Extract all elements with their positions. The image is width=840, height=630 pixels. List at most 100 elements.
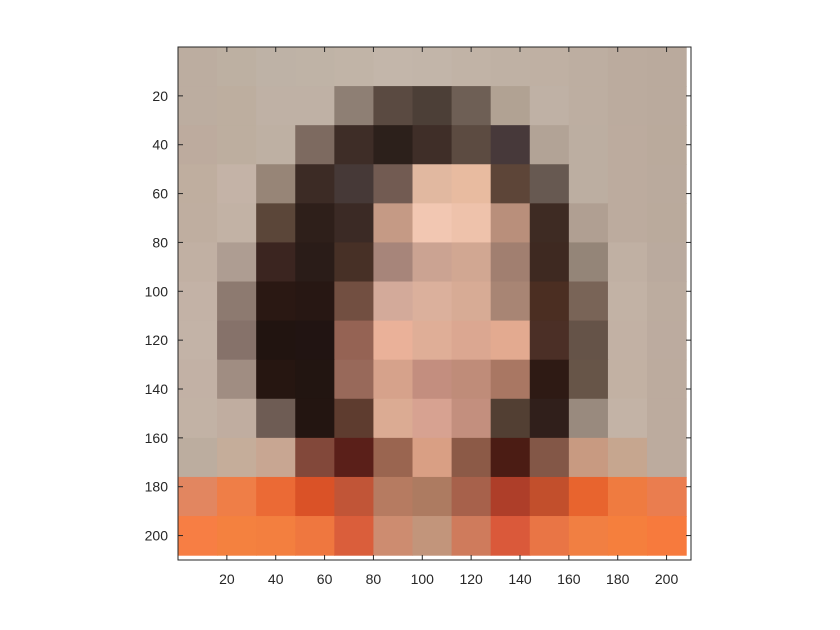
image-pixel <box>334 242 375 283</box>
x-tick-label: 20 <box>219 571 235 587</box>
image-pixel <box>529 476 570 517</box>
image-pixel <box>412 125 453 165</box>
y-tick-label: 80 <box>152 234 168 250</box>
image-pixel <box>451 164 492 204</box>
image-pixel <box>217 164 257 204</box>
image-pixel <box>568 47 609 87</box>
image-pixel <box>568 398 609 439</box>
image-pixel <box>334 359 375 400</box>
image-pixel <box>178 359 218 400</box>
image-pixel <box>568 320 609 361</box>
y-tick-label: 200 <box>145 528 169 544</box>
image-pixel <box>178 398 218 439</box>
image-pixel <box>334 164 375 204</box>
image-pixel <box>568 516 609 556</box>
image-pixel <box>529 281 570 322</box>
image-pixel <box>295 86 335 126</box>
image-pixel <box>217 476 257 517</box>
y-tick-label: 100 <box>145 283 169 299</box>
image-pixel <box>647 437 687 478</box>
x-tick-label: 120 <box>459 571 483 587</box>
image-pixel <box>568 86 609 126</box>
image-pixel <box>178 47 218 87</box>
image-pixel <box>607 47 648 87</box>
image-pixel <box>295 516 335 556</box>
image-pixel <box>647 516 687 556</box>
image-pixel <box>256 164 296 204</box>
image-pixel <box>373 125 414 165</box>
image-pixel <box>529 86 570 126</box>
image-pixel <box>607 398 648 439</box>
x-tick-label: 100 <box>411 571 435 587</box>
image-pixel <box>412 437 453 478</box>
image-pixel <box>334 47 375 87</box>
image-pixel <box>256 359 296 400</box>
image-pixel <box>295 476 335 517</box>
y-tick-label: 20 <box>152 88 168 104</box>
image-pixel <box>373 242 414 283</box>
image-pixel <box>490 203 531 244</box>
x-tick-label: 180 <box>606 571 630 587</box>
image-pixel <box>647 476 687 517</box>
image-pixel <box>529 359 570 400</box>
image-pixel <box>178 281 218 322</box>
image-pixel <box>647 359 687 400</box>
image-pixel <box>647 398 687 439</box>
image-pixel <box>607 242 648 283</box>
image-pixel <box>217 398 257 439</box>
image-pixel <box>607 164 648 204</box>
image-pixel <box>451 86 492 126</box>
image-pixel <box>373 320 414 361</box>
image-pixel <box>412 516 453 556</box>
image-pixel <box>412 164 453 204</box>
image-pixel <box>334 437 375 478</box>
image-pixel <box>178 125 218 165</box>
image-pixel <box>412 281 453 322</box>
image-pixel <box>451 125 492 165</box>
image-pixel <box>490 242 531 283</box>
image-pixel <box>607 125 648 165</box>
image-pixel <box>451 437 492 478</box>
image-pixel <box>373 164 414 204</box>
image-pixel <box>256 320 296 361</box>
image-pixel <box>529 203 570 244</box>
image-pixel <box>647 242 687 283</box>
image-pixel <box>529 47 570 87</box>
image-pixel <box>217 203 257 244</box>
image-pixel <box>295 47 335 87</box>
image-pixel <box>373 398 414 439</box>
image-pixel <box>490 164 531 204</box>
image-pixel <box>295 281 335 322</box>
image-pixel <box>490 125 531 165</box>
image-pixel <box>295 164 335 204</box>
image-pixel <box>490 398 531 439</box>
image-pixel <box>607 86 648 126</box>
image-pixel <box>256 242 296 283</box>
image-pixel <box>568 437 609 478</box>
image-pixel <box>334 203 375 244</box>
image-pixel <box>217 125 257 165</box>
x-tick-label: 140 <box>508 571 532 587</box>
image-pixel <box>178 86 218 126</box>
image-pixel <box>334 281 375 322</box>
image-pixel <box>217 281 257 322</box>
image-pixel <box>607 281 648 322</box>
image-pixel <box>334 398 375 439</box>
image-pixel <box>256 125 296 165</box>
image-pixel <box>217 437 257 478</box>
image-pixel <box>217 320 257 361</box>
image-pixel <box>295 398 335 439</box>
y-tick-label: 180 <box>145 479 169 495</box>
image-pixel <box>256 476 296 517</box>
image-pixel <box>373 437 414 478</box>
y-tick-label: 140 <box>145 381 169 397</box>
axis-ticks <box>178 47 691 560</box>
image-pixel <box>490 476 531 517</box>
image-pixel <box>295 320 335 361</box>
x-tick-label: 60 <box>317 571 333 587</box>
image-pixel <box>295 437 335 478</box>
image-pixel <box>217 86 257 126</box>
image-pixel <box>529 164 570 204</box>
image-pixel <box>412 398 453 439</box>
